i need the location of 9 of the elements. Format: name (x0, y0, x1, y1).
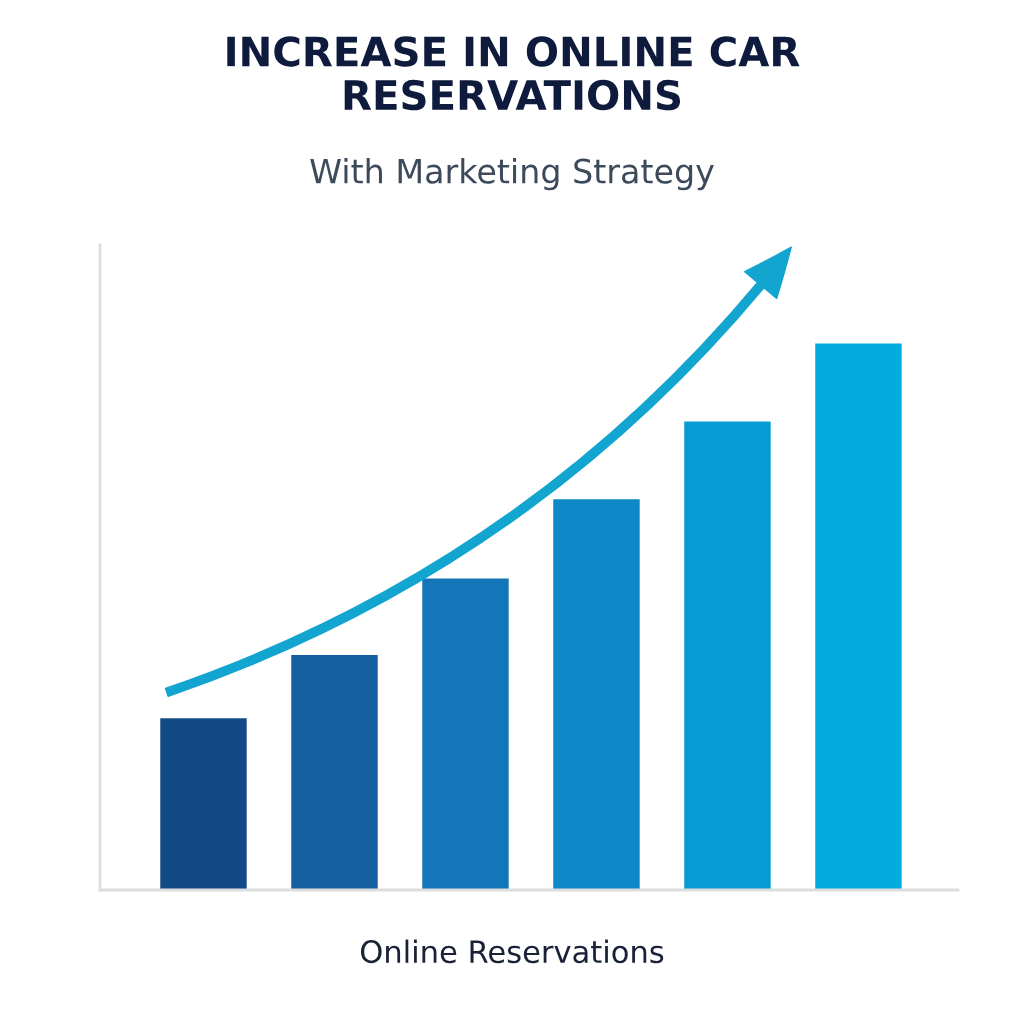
bar (422, 578, 509, 890)
chart-title: INCREASE IN ONLINE CAR RESERVATIONS (227, 36, 800, 111)
bar (553, 499, 640, 890)
bar (160, 718, 247, 890)
x-axis-title: Online Reservations (360, 939, 664, 964)
bar (291, 654, 378, 890)
chart-subtitle: With Marketing Strategy (310, 157, 714, 191)
bar (684, 421, 771, 890)
bar (815, 343, 902, 890)
